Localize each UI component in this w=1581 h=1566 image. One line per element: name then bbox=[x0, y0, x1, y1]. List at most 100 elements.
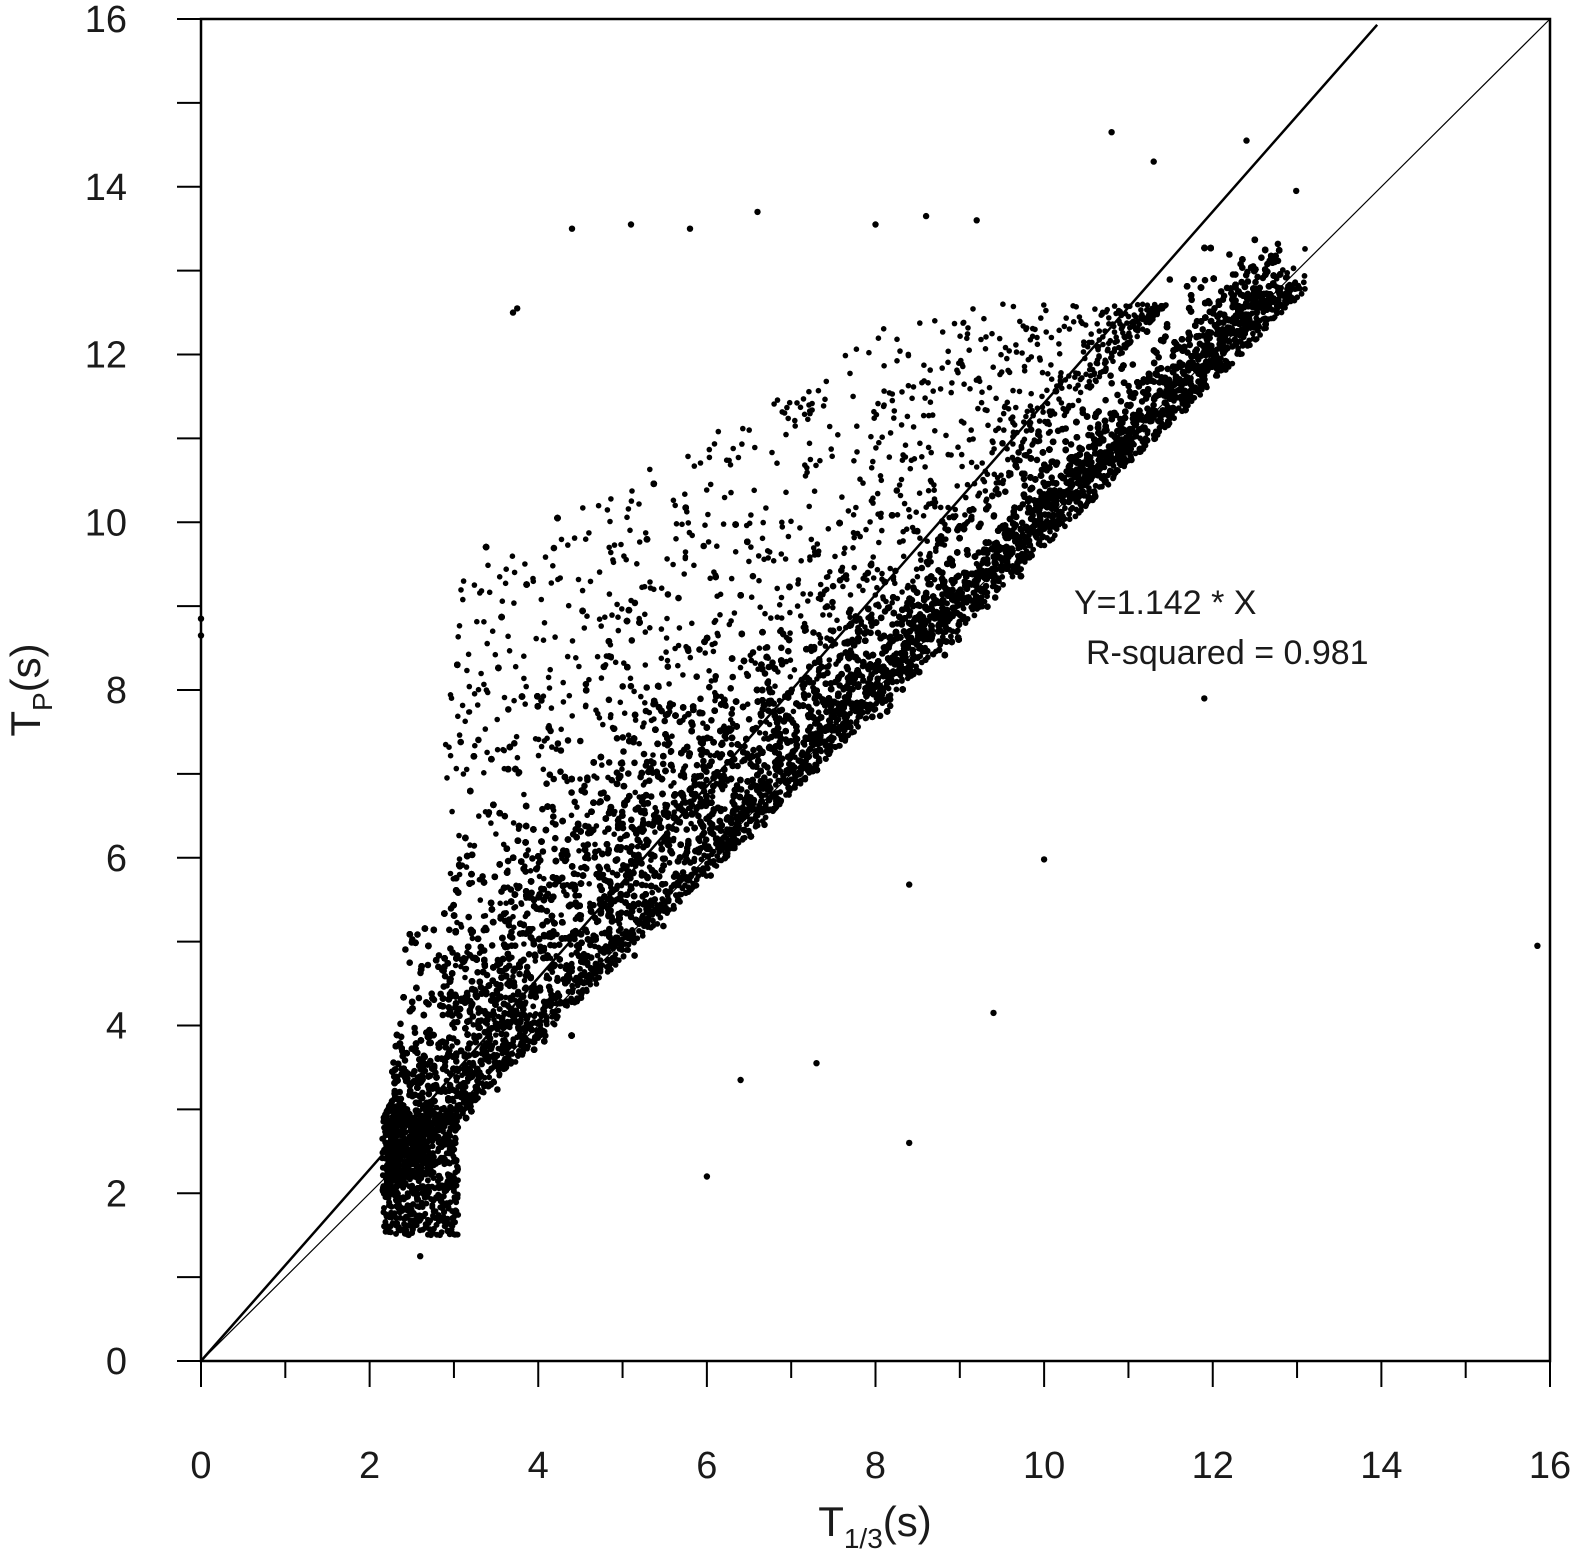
data-point bbox=[475, 1005, 482, 1012]
data-point bbox=[625, 770, 632, 777]
data-point bbox=[402, 946, 409, 953]
data-point bbox=[411, 1067, 418, 1075]
data-point bbox=[597, 790, 605, 797]
data-point bbox=[1213, 330, 1220, 338]
data-point bbox=[700, 542, 707, 550]
data-point bbox=[1138, 398, 1146, 405]
data-point bbox=[1232, 271, 1239, 278]
data-point bbox=[1016, 504, 1024, 512]
data-point bbox=[693, 761, 701, 769]
data-point bbox=[1018, 519, 1026, 527]
data-point bbox=[659, 760, 667, 768]
data-point bbox=[627, 913, 635, 921]
data-point bbox=[844, 665, 852, 673]
data-point bbox=[618, 909, 625, 916]
data-point bbox=[584, 776, 591, 784]
data-point bbox=[1226, 251, 1233, 258]
data-point bbox=[544, 890, 552, 898]
data-point bbox=[474, 969, 481, 976]
data-point bbox=[729, 673, 736, 681]
data-point bbox=[1252, 278, 1259, 286]
data-point bbox=[894, 620, 901, 627]
data-point bbox=[874, 629, 882, 637]
data-point bbox=[1190, 276, 1197, 283]
data-point bbox=[1002, 488, 1009, 496]
data-point bbox=[1258, 254, 1265, 261]
data-point bbox=[631, 759, 638, 767]
data-point bbox=[497, 981, 504, 989]
data-point bbox=[1274, 240, 1282, 248]
data-point bbox=[619, 683, 626, 690]
data-point bbox=[805, 703, 812, 711]
data-point bbox=[750, 746, 757, 754]
data-point bbox=[765, 707, 772, 714]
data-point bbox=[523, 963, 531, 971]
data-point bbox=[539, 805, 546, 813]
data-point bbox=[414, 931, 421, 938]
data-point bbox=[887, 633, 894, 641]
data-point bbox=[596, 865, 604, 873]
data-point bbox=[1102, 396, 1109, 404]
data-point bbox=[1186, 341, 1194, 349]
data-point bbox=[1254, 273, 1261, 281]
data-point bbox=[620, 862, 627, 869]
data-point bbox=[745, 716, 753, 723]
data-point bbox=[1193, 346, 1200, 353]
data-point bbox=[984, 603, 991, 610]
data-point bbox=[552, 834, 559, 842]
data-point bbox=[613, 735, 621, 742]
data-point bbox=[505, 706, 512, 713]
data-point bbox=[605, 696, 613, 704]
data-point bbox=[1033, 456, 1041, 464]
data-point bbox=[761, 762, 768, 769]
data-point bbox=[1164, 365, 1171, 373]
data-point bbox=[703, 776, 710, 784]
data-point bbox=[466, 1008, 474, 1016]
data-point bbox=[1117, 398, 1125, 405]
data-point bbox=[824, 669, 831, 677]
data-point bbox=[411, 1029, 419, 1036]
data-point bbox=[546, 771, 554, 778]
data-point bbox=[727, 685, 734, 692]
data-point bbox=[516, 970, 523, 978]
data-point bbox=[664, 591, 672, 598]
data-point bbox=[439, 1011, 447, 1019]
data-point bbox=[556, 941, 563, 948]
data-point bbox=[999, 440, 1006, 447]
data-point bbox=[520, 956, 527, 964]
data-point bbox=[545, 983, 553, 991]
data-point bbox=[396, 1088, 404, 1096]
data-point bbox=[1244, 278, 1252, 285]
data-point bbox=[1020, 475, 1028, 483]
data-point bbox=[572, 826, 579, 833]
data-point bbox=[1085, 431, 1092, 439]
data-point bbox=[506, 977, 513, 985]
data-point bbox=[693, 673, 700, 680]
data-point bbox=[554, 740, 562, 747]
data-point bbox=[1107, 372, 1114, 380]
data-point bbox=[457, 1047, 465, 1054]
data-point bbox=[571, 798, 578, 806]
data-point bbox=[675, 594, 682, 602]
data-point bbox=[1264, 260, 1271, 268]
data-point bbox=[640, 750, 648, 758]
data-point bbox=[1108, 380, 1115, 387]
data-point bbox=[550, 813, 557, 820]
data-point bbox=[661, 855, 669, 862]
data-point bbox=[734, 762, 741, 770]
data-point bbox=[1067, 441, 1075, 448]
data-point bbox=[619, 824, 627, 832]
data-point bbox=[647, 793, 655, 800]
data-point bbox=[628, 843, 635, 850]
data-point bbox=[708, 717, 715, 724]
data-point bbox=[1048, 474, 1055, 482]
data-point bbox=[577, 737, 584, 745]
data-point bbox=[539, 848, 547, 855]
data-point bbox=[406, 959, 414, 966]
data-point bbox=[543, 907, 551, 915]
data-point bbox=[1086, 424, 1094, 432]
data-point bbox=[990, 513, 998, 520]
data-point bbox=[508, 942, 515, 949]
data-point bbox=[847, 606, 854, 613]
